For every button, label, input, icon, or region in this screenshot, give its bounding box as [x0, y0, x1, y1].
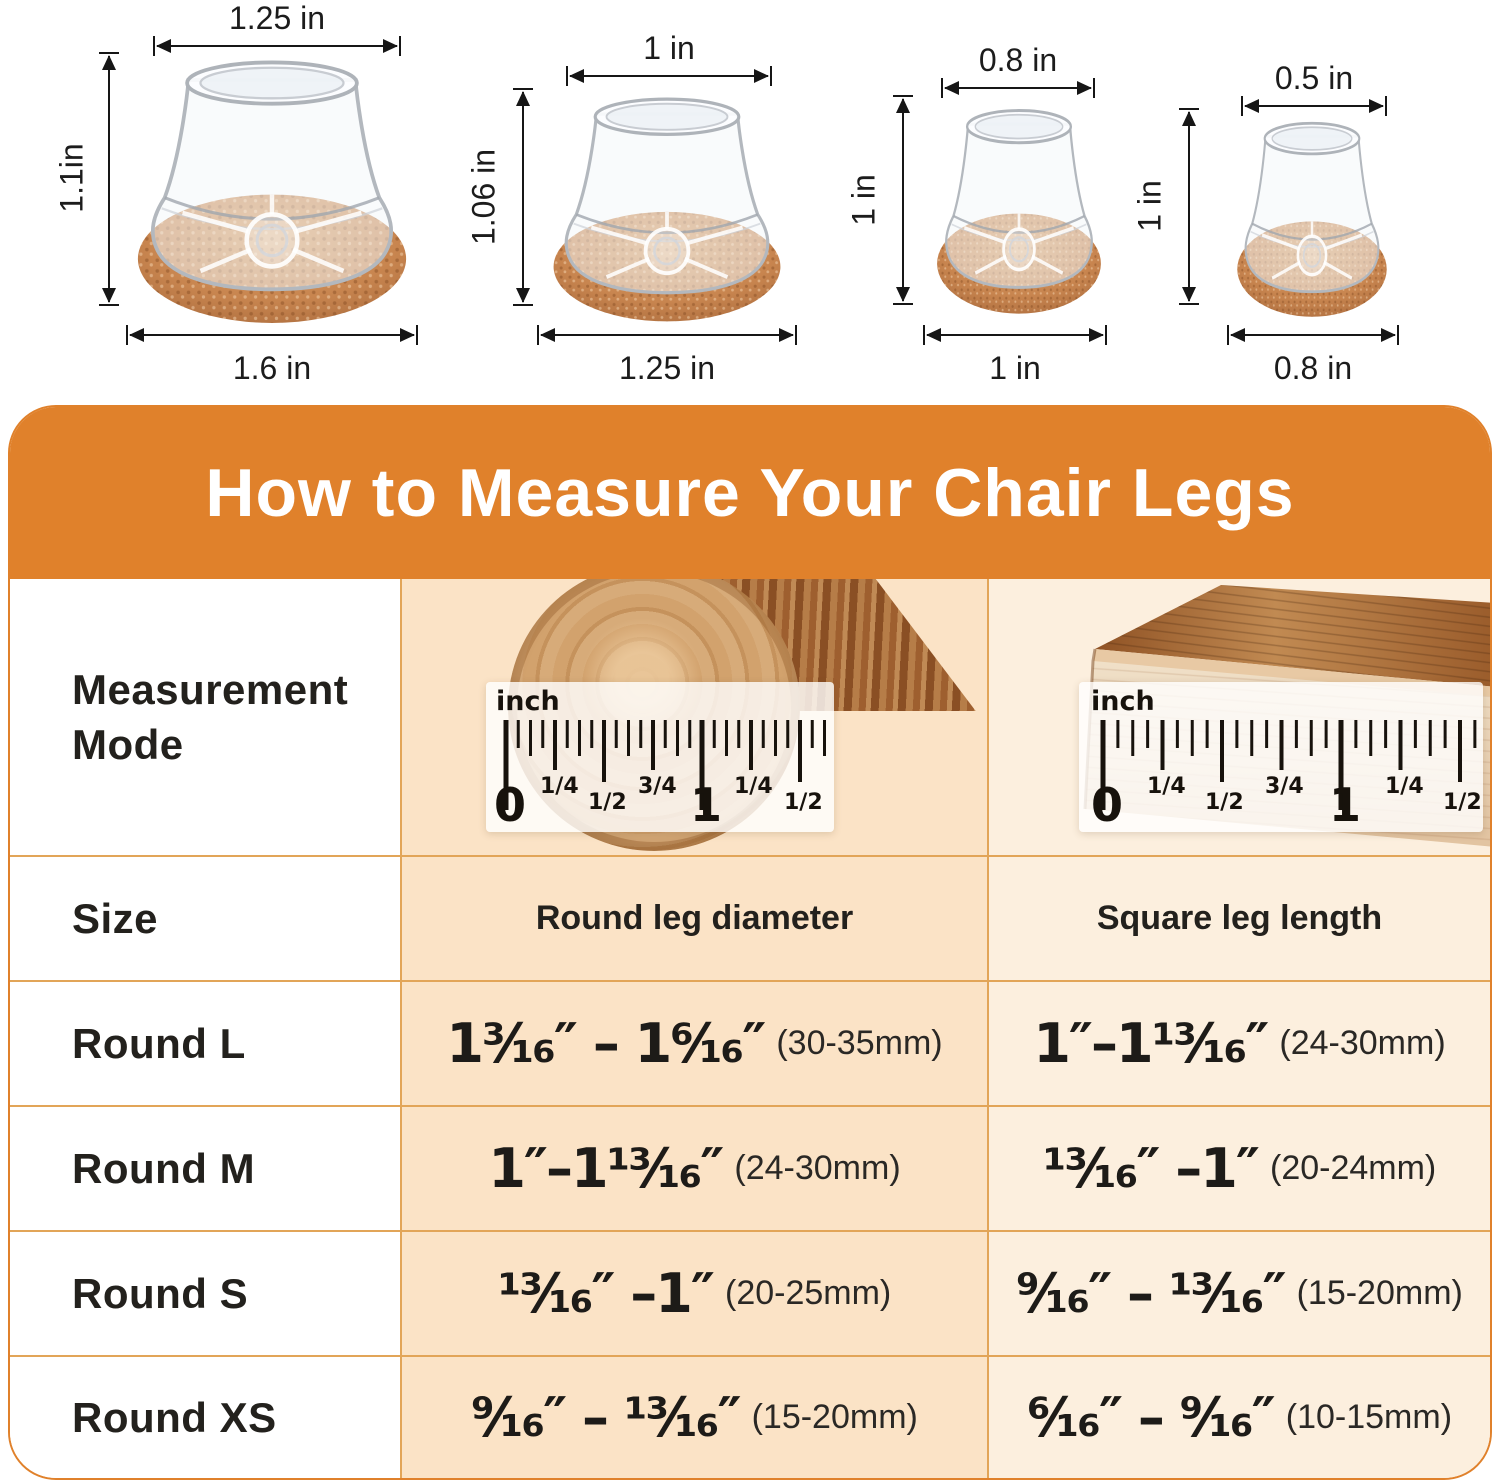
ruler-unit-label: inch — [1091, 686, 1155, 717]
dim-arrow-top-3 — [941, 78, 1095, 98]
round-leg-diameter-header: Round leg diameter — [535, 899, 854, 937]
ruler-mark-h3: 1/2 — [784, 790, 823, 815]
banner-title: How to Measure Your Chair Legs — [205, 455, 1295, 531]
round-leg-image: inch 0 1/4 1/2 3/4 1 1/4 1/2 — [402, 579, 987, 855]
leg-cap-small — [928, 104, 1110, 316]
cell-measurement-mode: Measurement Mode — [10, 579, 400, 855]
mm-range: (15-20mm) — [1296, 1274, 1463, 1312]
dim-arrow-height-2 — [513, 88, 533, 306]
ruler-mark-0: 0 — [494, 778, 527, 832]
ruler-mark-h1: 1/2 — [588, 790, 627, 815]
dim-top-width-4: 0.5 in — [1274, 60, 1354, 96]
inch-range: 1³⁄₁₆″ – 1⁶⁄₁₆″ — [446, 1012, 766, 1075]
size-label: Size — [72, 894, 159, 942]
row-round-l-round: 1³⁄₁₆″ – 1⁶⁄₁₆″ (30-35mm) — [400, 980, 987, 1105]
cell-square-header: Square leg length — [987, 855, 1490, 980]
dim-top-width-1: 1.25 in — [228, 0, 326, 36]
row-round-m-label: Round M — [10, 1105, 400, 1230]
leg-cap-medium — [541, 92, 793, 324]
dim-arrow-top-4 — [1241, 96, 1387, 116]
cell-size-label: Size — [10, 855, 400, 980]
ruler-ticks — [503, 720, 826, 810]
dim-bottom-width-2: 1.25 in — [618, 350, 716, 386]
banner: How to Measure Your Chair Legs — [10, 407, 1490, 579]
ruler-mark-h3: 1/2 — [1443, 790, 1482, 815]
cell-square-leg-photo: inch 0 1/4 1/2 3/4 1 1/4 1/2 — [987, 579, 1490, 855]
ruler-mark-q1: 1/4 — [540, 774, 579, 799]
measure-card: How to Measure Your Chair Legs Measureme… — [8, 405, 1492, 1480]
ruler-mark-h1: 1/2 — [1205, 790, 1244, 815]
dim-top-width-2: 1 in — [643, 30, 695, 66]
row-round-s-label: Round S — [10, 1230, 400, 1355]
ruler-mark-1: 1 — [1329, 778, 1362, 832]
dim-arrow-height-4 — [1179, 108, 1199, 305]
dim-arrow-top-2 — [566, 66, 772, 86]
mm-range: (20-25mm) — [725, 1274, 892, 1312]
dim-bottom-width-3: 1 in — [989, 350, 1041, 386]
size-name: Round XS — [72, 1393, 277, 1441]
ruler-ticks — [1100, 720, 1477, 810]
row-round-s-round: ¹³⁄₁₆″ –1″ (20-25mm) — [400, 1230, 987, 1355]
leg-cap-large — [123, 54, 421, 326]
dim-height-4: 1 in — [1131, 180, 1168, 232]
mm-range: (15-20mm) — [751, 1398, 918, 1436]
ruler-mark-1: 1 — [690, 778, 723, 832]
size-name: Round S — [72, 1269, 249, 1317]
cell-round-header: Round leg diameter — [400, 855, 987, 980]
size-name: Round M — [72, 1144, 256, 1192]
inch-range: ⁹⁄₁₆″ – ¹³⁄₁₆″ — [471, 1386, 741, 1449]
row-round-s-square: ⁹⁄₁₆″ – ¹³⁄₁₆″ (15-20mm) — [987, 1230, 1490, 1355]
dim-top-width-3: 0.8 in — [978, 42, 1058, 78]
ruler-overlay-square: inch 0 1/4 1/2 3/4 1 1/4 1/2 — [1079, 682, 1483, 832]
ruler-mark-q1: 1/4 — [1147, 774, 1186, 799]
inch-range: ¹³⁄₁₆″ –1″ — [1042, 1137, 1260, 1200]
row-round-l-square: 1″–1¹³⁄₁₆″ (24-30mm) — [987, 980, 1490, 1105]
inch-range: ⁹⁄₁₆″ – ¹³⁄₁₆″ — [1016, 1262, 1286, 1325]
ruler-unit-label: inch — [496, 686, 560, 717]
measurement-mode-label: Measurement Mode — [72, 665, 349, 768]
dim-arrow-top-1 — [153, 36, 401, 56]
size-name: Round L — [72, 1019, 246, 1067]
dim-arrow-bottom-2 — [537, 325, 797, 345]
leg-cap-xsmall — [1229, 117, 1395, 319]
square-leg-image: inch 0 1/4 1/2 3/4 1 1/4 1/2 — [989, 579, 1490, 855]
size-table: Measurement Mode inch 0 1/4 1/2 3/4 1 1/… — [10, 579, 1490, 1478]
row-round-xs-round: ⁹⁄₁₆″ – ¹³⁄₁₆″ (15-20mm) — [400, 1355, 987, 1478]
row-round-l-label: Round L — [10, 980, 400, 1105]
inch-range: ⁶⁄₁₆″ – ⁹⁄₁₆″ — [1026, 1386, 1276, 1449]
dim-bottom-width-4: 0.8 in — [1273, 350, 1353, 386]
inch-range: 1″–1¹³⁄₁₆″ — [488, 1137, 724, 1200]
row-round-m-round: 1″–1¹³⁄₁₆″ (24-30mm) — [400, 1105, 987, 1230]
inch-range: 1″–1¹³⁄₁₆″ — [1033, 1012, 1269, 1075]
mm-range: (30-35mm) — [776, 1024, 943, 1062]
ruler-overlay-round: inch 0 1/4 1/2 3/4 1 1/4 1/2 — [486, 682, 834, 832]
mm-range: (24-30mm) — [734, 1149, 901, 1187]
row-round-xs-label: Round XS — [10, 1355, 400, 1478]
dim-arrow-height-3 — [893, 95, 913, 305]
dim-height-3: 1 in — [845, 174, 882, 226]
cell-round-leg-photo: inch 0 1/4 1/2 3/4 1 1/4 1/2 — [400, 579, 987, 855]
mm-range: (20-24mm) — [1270, 1149, 1437, 1187]
row-round-m-square: ¹³⁄₁₆″ –1″ (20-24mm) — [987, 1105, 1490, 1230]
ruler-mark-q3: 3/4 — [1265, 774, 1304, 799]
square-leg-length-header: Square leg length — [1096, 899, 1383, 937]
ruler-mark-q5: 1/4 — [1385, 774, 1424, 799]
dim-arrow-bottom-4 — [1227, 325, 1399, 345]
ruler-mark-0: 0 — [1091, 778, 1124, 832]
dim-height-2: 1.06 in — [465, 148, 502, 246]
dim-bottom-width-1: 1.6 in — [232, 350, 312, 386]
inch-range: ¹³⁄₁₆″ –1″ — [497, 1262, 715, 1325]
row-round-xs-square: ⁶⁄₁₆″ – ⁹⁄₁₆″ (10-15mm) — [987, 1355, 1490, 1478]
ruler-mark-q3: 3/4 — [638, 774, 677, 799]
mm-range: (24-30mm) — [1279, 1024, 1446, 1062]
dim-arrow-height-1 — [99, 52, 119, 306]
dim-height-1: 1.1in — [53, 143, 90, 213]
ruler-mark-q5: 1/4 — [734, 774, 773, 799]
mm-range: (10-15mm) — [1285, 1398, 1453, 1436]
dim-arrow-bottom-3 — [923, 325, 1107, 345]
dim-arrow-bottom-1 — [126, 325, 418, 345]
